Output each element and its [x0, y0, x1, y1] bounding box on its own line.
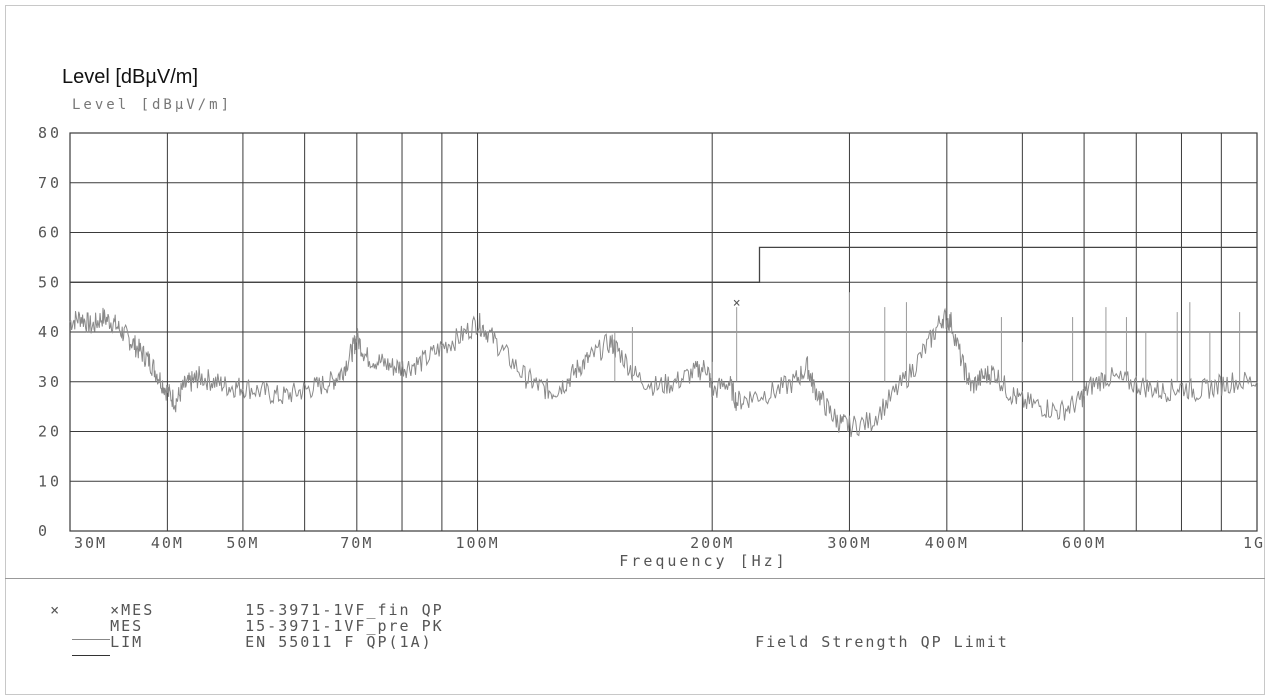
x-tick-label: 600M: [1062, 534, 1106, 552]
trace-peak: [69, 307, 1258, 438]
legend-code: MES: [110, 617, 144, 635]
legend-name: 15-3971-1VF_fin QP: [245, 601, 444, 619]
legend-line-trace: [72, 639, 111, 640]
y-tick-label: 40: [38, 323, 62, 341]
legend-desc: Field Strength QP Limit: [755, 633, 1009, 651]
x-tick-label: 400M: [925, 534, 969, 552]
x-tick-label: 100M: [455, 534, 499, 552]
chart-frame: [5, 5, 1265, 695]
legend-separator: [5, 578, 1265, 579]
y-axis-title: Level [dBµV/m]: [62, 66, 199, 88]
legend-line-limit: [72, 655, 111, 656]
legend-row-pk: MES 15-3971-1VF_pre PK: [6, 602, 1009, 640]
y-tick-label: 50: [38, 273, 62, 291]
legend-row-qp: × ×MES 15-3971-1VF_fin QP: [6, 586, 1009, 618]
y-tick-label: 80: [38, 124, 62, 142]
x-tick-label: 300M: [827, 534, 871, 552]
qp-measurement-marker: ×: [733, 296, 741, 311]
legend-row-limit: LIM EN 55011 F QP(1A) Field Strength QP Li…: [6, 618, 1009, 656]
legend-code: ×MES: [110, 601, 155, 619]
x-tick-label: 200M: [690, 534, 734, 552]
x-tick-label: 30M: [74, 534, 107, 552]
x-tick-label: 1G: [1243, 534, 1265, 552]
x-tick-label: 70M: [340, 534, 373, 552]
x-tick-label: 40M: [151, 534, 184, 552]
legend-name: EN 55011 F QP(1A): [245, 633, 433, 651]
x-axis-title: Frequency [Hz]: [619, 552, 787, 570]
y-axis-title-scan: Level [dBµV/m]: [72, 97, 233, 113]
y-tick-label: 10: [38, 472, 62, 490]
legend-marker-x: ×: [50, 601, 62, 619]
legend: × ×MES 15-3971-1VF_fin QP MES 15-3971-1VF_p…: [6, 586, 1009, 656]
limit-line: [70, 246, 1257, 283]
legend-name: 15-3971-1VF_pre PK: [245, 617, 444, 635]
emission-plot: 0 10 20 30 40 50 60 70 80 30M 40M 50M 70M 100M 200M 300…: [38, 124, 1265, 570]
y-tick-label: 30: [38, 373, 62, 391]
legend-code: LIM: [110, 633, 144, 651]
y-tick-label: 70: [38, 174, 62, 192]
y-tick-label: 0: [38, 522, 50, 540]
y-tick-label: 60: [38, 224, 62, 242]
x-tick-label: 50M: [226, 534, 259, 552]
y-tick-label: 20: [38, 423, 62, 441]
